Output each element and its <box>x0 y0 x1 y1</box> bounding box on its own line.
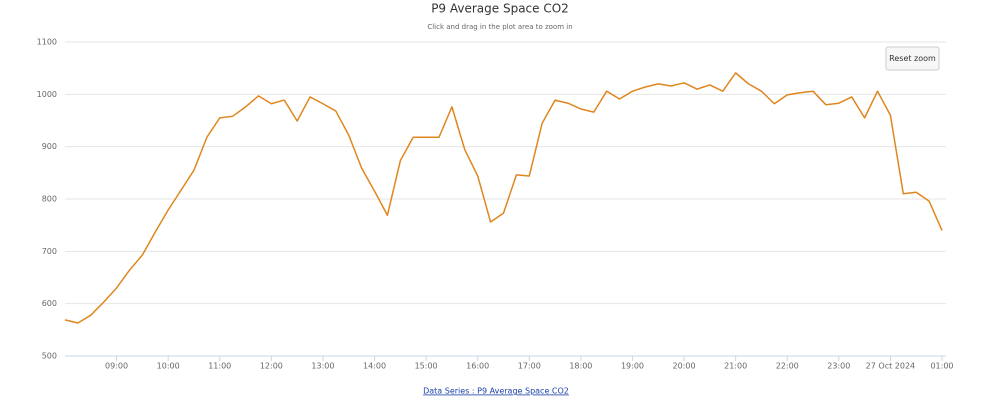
button-label[interactable]: Reset zoom <box>889 54 936 63</box>
chart-subtitle: Click and drag in the plot area to zoom … <box>427 23 572 31</box>
x-tick-label: 19:00 <box>621 362 644 371</box>
chart-title: P9 Average Space CO2 <box>431 2 569 16</box>
reset-zoom-button[interactable]: Reset zoom <box>885 46 940 71</box>
x-tick-label: 27 Oct 2024 <box>866 362 915 371</box>
y-tick-label: 1000 <box>37 90 57 99</box>
x-tick-label: 22:00 <box>776 362 799 371</box>
x-tick-label: 18:00 <box>569 362 592 371</box>
x-tick-label: 20:00 <box>673 362 696 371</box>
x-tick-label: 11:00 <box>208 362 231 371</box>
y-tick-label: 1100 <box>37 38 57 47</box>
y-tick-label: 500 <box>42 352 57 361</box>
x-tick-label: 14:00 <box>363 362 386 371</box>
y-tick-label: 700 <box>42 247 57 256</box>
x-tick-label: 13:00 <box>311 362 334 371</box>
x-tick-label: 21:00 <box>724 362 747 371</box>
footer-link[interactable]: Data Series : P9 Average Space CO2 <box>423 387 569 396</box>
x-tick-label: 23:00 <box>827 362 850 371</box>
button-box[interactable] <box>885 46 940 71</box>
x-tick-label: 12:00 <box>260 362 283 371</box>
y-tick-label: 600 <box>42 299 57 308</box>
x-tick-label: 15:00 <box>415 362 438 371</box>
x-tick-label: 10:00 <box>157 362 180 371</box>
y-tick-label: 900 <box>42 142 57 151</box>
x-tick-label: 17:00 <box>518 362 541 371</box>
x-tick-label: 01:00 <box>930 362 953 371</box>
x-tick-label: 09:00 <box>105 362 128 371</box>
y-tick-label: 800 <box>42 195 57 204</box>
x-tick-label: 16:00 <box>466 362 489 371</box>
data-line <box>64 72 943 324</box>
